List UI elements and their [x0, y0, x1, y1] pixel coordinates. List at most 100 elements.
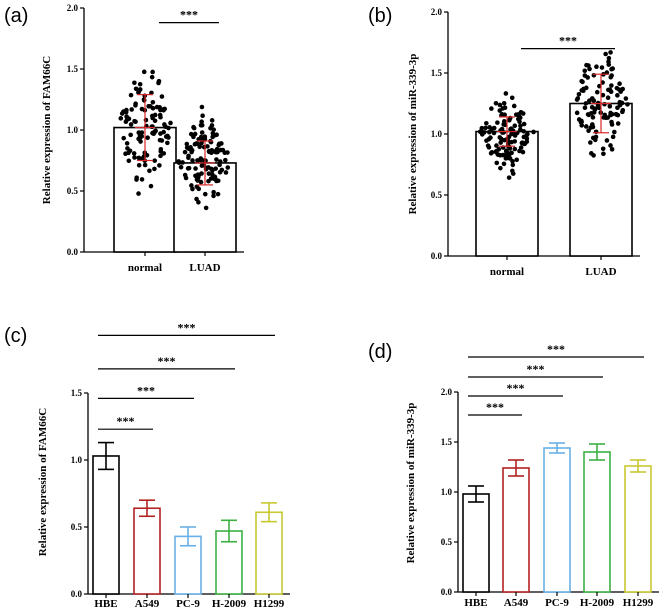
data-point	[139, 106, 145, 112]
data-point	[518, 109, 524, 115]
data-point	[593, 129, 599, 135]
data-point	[148, 183, 154, 189]
x-tick-label: LUAD	[189, 262, 220, 274]
y-tick-label: 1.0	[441, 487, 453, 497]
data-point	[610, 134, 616, 140]
data-point	[121, 135, 127, 141]
data-point	[588, 140, 593, 145]
x-tick-label: normal	[128, 262, 162, 274]
chart-panel-a: (a) Relative expression of FAM66C 0.0 0.5 1.…	[4, 3, 244, 274]
x-tick-label: LUAD	[585, 266, 616, 278]
data-point	[574, 110, 580, 116]
data-point	[518, 123, 523, 129]
data-point	[210, 168, 215, 173]
y-tick-label: 0.0	[71, 589, 83, 599]
data-point	[132, 155, 137, 160]
data-point	[131, 151, 137, 156]
data-point	[208, 125, 213, 131]
data-point	[479, 125, 485, 131]
data-point	[139, 130, 145, 135]
data-point	[197, 144, 202, 150]
data-point	[188, 145, 193, 150]
data-point	[191, 125, 197, 131]
data-point	[584, 62, 589, 68]
data-point	[156, 80, 161, 86]
significance-label: ***	[547, 342, 565, 356]
data-point	[587, 66, 592, 72]
data-point	[127, 148, 133, 154]
data-point	[149, 74, 155, 80]
data-point	[591, 153, 596, 158]
data-point	[498, 165, 503, 171]
data-point	[208, 176, 214, 181]
data-point	[214, 132, 219, 138]
data-point	[199, 119, 204, 125]
significance-label: ***	[117, 414, 135, 428]
data-point	[582, 68, 588, 74]
y-tick-label: 1.5	[67, 64, 79, 74]
significance-label: ***	[507, 381, 525, 395]
data-point	[590, 115, 596, 120]
data-point	[479, 132, 485, 137]
data-point	[483, 125, 488, 131]
data-point	[609, 147, 615, 152]
data-point	[583, 101, 589, 106]
data-point	[137, 81, 143, 87]
data-point	[491, 130, 497, 136]
data-point	[600, 146, 606, 152]
data-point	[491, 125, 497, 131]
data-point	[623, 96, 629, 101]
data-point	[586, 112, 592, 118]
data-point	[203, 205, 209, 211]
data-point	[199, 171, 204, 176]
data-point	[608, 143, 613, 148]
data-point	[499, 126, 505, 132]
data-point	[128, 132, 133, 138]
data-point	[219, 141, 224, 146]
data-point	[592, 106, 598, 111]
data-point	[124, 114, 129, 119]
data-point	[158, 153, 163, 159]
data-point	[158, 131, 163, 136]
data-point	[582, 105, 588, 111]
data-point	[202, 158, 207, 163]
data-point	[162, 106, 167, 112]
panel-label: (a)	[4, 5, 28, 27]
data-point	[165, 140, 170, 146]
data-point	[494, 160, 500, 166]
data-point	[600, 92, 606, 98]
y-tick-label: 0.0	[431, 251, 443, 261]
significance-label: ***	[158, 354, 176, 368]
x-tick-label: A549	[135, 598, 160, 608]
data-point	[603, 51, 608, 57]
data-point	[150, 69, 155, 75]
data-point	[123, 119, 129, 125]
bar	[92, 455, 120, 595]
data-point	[609, 66, 614, 72]
data-point	[511, 103, 517, 109]
significance-label: ***	[178, 320, 196, 334]
data-point	[145, 135, 150, 140]
data-point	[165, 133, 170, 139]
bar	[133, 507, 161, 595]
data-point	[504, 148, 509, 153]
data-point	[507, 146, 513, 151]
data-point	[576, 91, 582, 97]
data-point	[213, 176, 218, 182]
x-tick-label: PC-9	[545, 597, 569, 608]
data-point	[593, 134, 599, 140]
data-point	[587, 98, 592, 104]
data-point	[489, 106, 494, 111]
data-point	[502, 122, 508, 128]
data-point	[182, 172, 188, 178]
data-point	[124, 141, 130, 146]
data-point	[139, 177, 145, 182]
y-tick-label: 2.0	[431, 7, 443, 17]
data-point	[176, 159, 181, 164]
x-tick-label: HBE	[464, 597, 487, 608]
data-point	[609, 83, 614, 88]
data-point	[118, 116, 124, 121]
y-tick-label: 0.5	[71, 522, 83, 532]
data-point	[152, 158, 158, 163]
data-point	[524, 132, 530, 138]
